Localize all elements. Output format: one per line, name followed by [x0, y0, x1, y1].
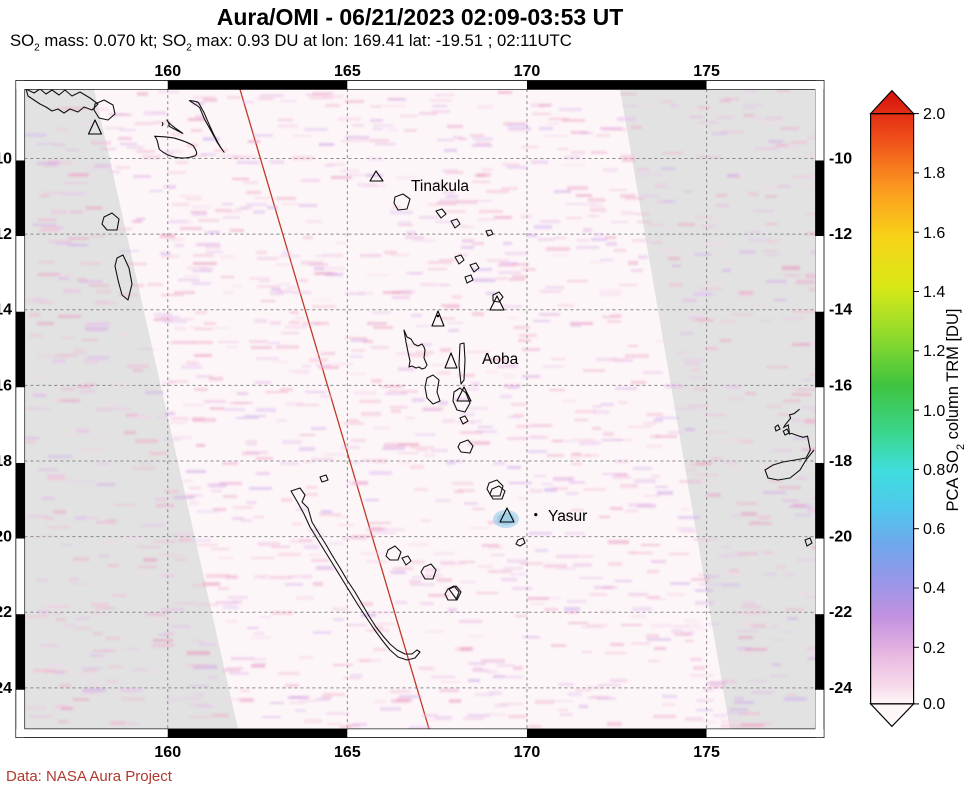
svg-text:PCA SO2 column TRM [DU]: PCA SO2 column TRM [DU] [944, 309, 967, 512]
svg-text:-14: -14 [829, 302, 852, 319]
svg-text:-24: -24 [0, 680, 12, 697]
svg-text:-24: -24 [829, 680, 852, 697]
svg-text:-18: -18 [829, 453, 852, 470]
svg-text:0.8: 0.8 [923, 462, 945, 479]
svg-text:Aoba: Aoba [482, 351, 519, 368]
svg-text:Yasur: Yasur [548, 508, 587, 525]
svg-text:-12: -12 [0, 226, 12, 243]
svg-text:-18: -18 [0, 453, 12, 470]
svg-text:0.6: 0.6 [923, 521, 945, 538]
svg-text:1.0: 1.0 [923, 403, 945, 420]
svg-text:175: 175 [693, 744, 720, 761]
svg-text:1.2: 1.2 [923, 343, 945, 360]
svg-text:2.0: 2.0 [923, 106, 945, 123]
svg-text:165: 165 [334, 63, 361, 80]
svg-text:-16: -16 [829, 377, 852, 394]
svg-text:-20: -20 [829, 529, 852, 546]
svg-text:-20: -20 [0, 529, 12, 546]
svg-text:0.2: 0.2 [923, 640, 945, 657]
svg-text:0.0: 0.0 [923, 696, 945, 713]
svg-text:Tinakula: Tinakula [411, 178, 469, 195]
svg-text:160: 160 [154, 744, 181, 761]
svg-text:175: 175 [693, 63, 720, 80]
svg-text:-12: -12 [829, 226, 852, 243]
svg-text:-22: -22 [829, 604, 852, 621]
svg-text:165: 165 [334, 744, 361, 761]
svg-text:-14: -14 [0, 302, 12, 319]
svg-text:-10: -10 [829, 151, 852, 168]
svg-text:1.6: 1.6 [923, 225, 945, 242]
svg-text:-10: -10 [0, 151, 12, 168]
svg-text:170: 170 [514, 63, 541, 80]
svg-text:160: 160 [154, 63, 181, 80]
svg-text:0.4: 0.4 [923, 580, 945, 597]
svg-text:-22: -22 [0, 604, 12, 621]
svg-text:170: 170 [514, 744, 541, 761]
svg-text:1.4: 1.4 [923, 284, 945, 301]
svg-text:-16: -16 [0, 377, 12, 394]
svg-text:1.8: 1.8 [923, 165, 945, 182]
